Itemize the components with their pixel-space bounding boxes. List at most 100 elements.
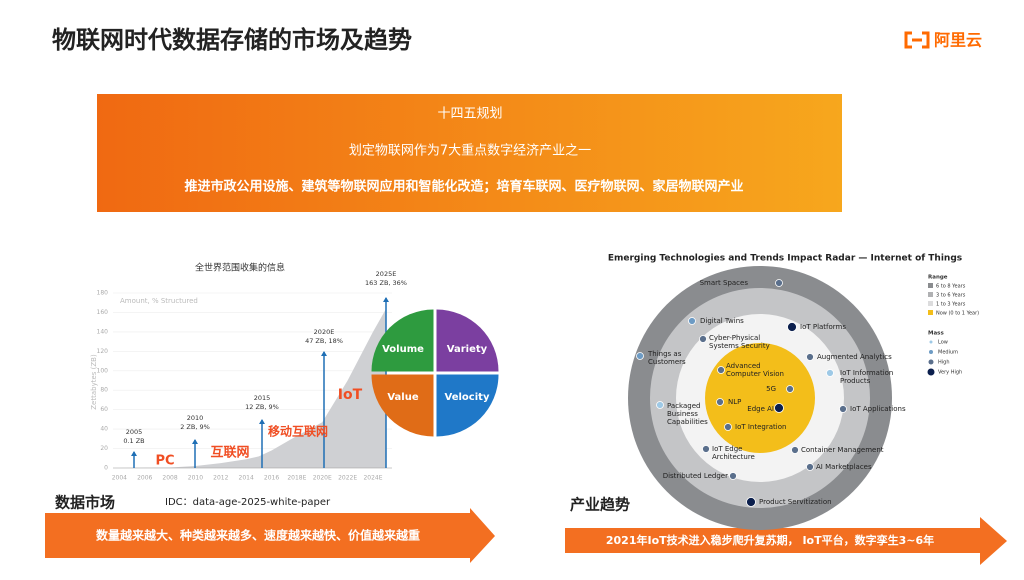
label: 5G xyxy=(766,385,776,393)
label-line: Computer Vision xyxy=(726,370,784,378)
banner-text: 划定物联网作为7大重点数字经济产业之一 xyxy=(349,143,591,159)
x-tick-label: 2018E xyxy=(287,475,306,482)
arrow-head xyxy=(383,297,389,302)
radar-dot xyxy=(826,369,834,377)
label: Augmented Analytics xyxy=(817,353,892,361)
x-tick-label: 2020E xyxy=(313,475,332,482)
x-tick-label: 2022E xyxy=(338,475,357,482)
legend-entry: Now (0 to 1 Year) xyxy=(936,311,979,317)
legend-dot xyxy=(929,350,933,354)
y-tick-label: 80 xyxy=(100,387,108,394)
quadrant xyxy=(436,309,499,372)
label-line: IoT Platforms xyxy=(800,323,846,331)
arrow-text: 数量越来越大、种类越来越多、速度越来越快、价值越来越重 xyxy=(96,528,420,543)
label-line: AI Marketplaces xyxy=(816,463,872,471)
legend-entry: 3 to 6 Years xyxy=(936,293,966,299)
label-line: 47 ZB, 18% xyxy=(305,337,343,345)
label-line: Systems Security xyxy=(709,342,770,350)
label: IoT Information Products xyxy=(840,369,893,385)
quadrant-label: Volume xyxy=(382,344,424,355)
radar-dot xyxy=(699,335,707,343)
arrow-banner xyxy=(565,517,1007,565)
label-line: Edge AI xyxy=(747,405,774,413)
banner-heading: 十四五规划 xyxy=(437,107,502,122)
radar-dot xyxy=(636,352,644,360)
legend-entry: Medium xyxy=(938,350,958,356)
y-axis-label: Zettabytes (ZB) xyxy=(90,354,98,410)
radar-dot xyxy=(702,445,710,453)
label: Digital Twins xyxy=(700,317,744,325)
radar-dot xyxy=(746,497,756,507)
label: Things as Customers xyxy=(647,350,686,366)
radar-dot xyxy=(717,366,725,374)
y-tick-label: 40 xyxy=(100,426,108,433)
ring xyxy=(705,343,815,453)
arrow-head xyxy=(321,351,327,356)
label: IoT Platforms xyxy=(800,323,846,331)
legend-entry: Very High xyxy=(938,370,962,376)
quadrant xyxy=(371,309,434,372)
chart-title: 全世界范围收集的信息 xyxy=(195,262,285,274)
label-line: 2015 xyxy=(254,394,271,402)
y-tick-label: 0 xyxy=(104,465,108,472)
banner-text: 推进市政公用设施、建筑等物联网应用和智能化改造；培育车联网、医疗物联网、家居物联… xyxy=(184,179,743,195)
label-line: Customers xyxy=(648,358,686,366)
label-line: 163 ZB, 36% xyxy=(365,279,407,287)
label-line: Smart Spaces xyxy=(700,279,749,287)
y-tick-label: 140 xyxy=(97,328,109,335)
radar-dot xyxy=(775,279,783,287)
radar-dot xyxy=(716,398,724,406)
label: Edge AI xyxy=(747,405,774,413)
area xyxy=(119,309,386,468)
label: Packaged Business Capabilities xyxy=(667,402,708,426)
radar-dot xyxy=(688,317,696,325)
label: 2015 12 ZB, 9% xyxy=(245,394,279,411)
legend-dot xyxy=(927,368,935,376)
quadrant-label: Velocity xyxy=(445,392,490,403)
x-tick-label: 2016 xyxy=(264,475,279,482)
legend-entry: 1 to 3 Years xyxy=(936,302,966,308)
x-tick-label: 2004 xyxy=(112,475,127,482)
label: Distributed Ledger xyxy=(663,472,728,480)
label-line: Cyber-Physical xyxy=(709,334,760,342)
arrow-banner xyxy=(45,508,495,563)
label-line: 12 ZB, 9% xyxy=(245,403,279,411)
radar-dot xyxy=(839,405,847,413)
label-line: IoT Integration xyxy=(735,423,786,431)
label-line: Digital Twins xyxy=(700,317,744,325)
label-line: Capabilities xyxy=(667,418,708,426)
quadrant xyxy=(371,374,434,437)
logo-icon xyxy=(904,31,930,49)
label: Smart Spaces xyxy=(700,279,749,287)
label-line: 2010 xyxy=(187,414,204,422)
label: 2005 0.1 ZB xyxy=(123,428,144,445)
label-line: Container Management xyxy=(801,446,884,454)
legend-entry: Amount, % Structured xyxy=(120,297,198,305)
legend-entry: High xyxy=(938,360,950,366)
y-tick-label: 160 xyxy=(97,309,109,316)
label: IoT Integration xyxy=(735,423,786,431)
section-label: 产业趋势 xyxy=(570,496,630,514)
radar-dot xyxy=(724,423,732,431)
radar-dot xyxy=(787,322,797,332)
label: Cyber-Physical Systems Security xyxy=(709,334,770,350)
logo: 阿里云 xyxy=(934,31,982,50)
radar-dot xyxy=(656,401,664,409)
arrow-head xyxy=(192,439,198,444)
legend-title: Mass xyxy=(928,331,944,337)
label-line: 2025E xyxy=(376,270,397,278)
label-line: 2005 xyxy=(126,428,143,436)
y-tick-label: 20 xyxy=(100,445,108,452)
y-tick-label: 100 xyxy=(97,367,109,374)
era-label: IoT xyxy=(338,387,363,403)
label-line: IoT Information xyxy=(840,369,893,377)
legend-swatch xyxy=(928,283,933,288)
x-tick-label: 2008 xyxy=(162,475,177,482)
label-line: Product Servitization xyxy=(759,498,832,506)
legend-title: Range xyxy=(928,275,948,281)
y-tick-label: 180 xyxy=(97,290,109,297)
y-tick-label: 60 xyxy=(100,406,108,413)
arrow-text: 2021年IoT技术进入稳步爬升复苏期， IoT平台，数字孪生3~6年 xyxy=(606,533,934,547)
label: 2020E 47 ZB, 18% xyxy=(305,328,343,345)
